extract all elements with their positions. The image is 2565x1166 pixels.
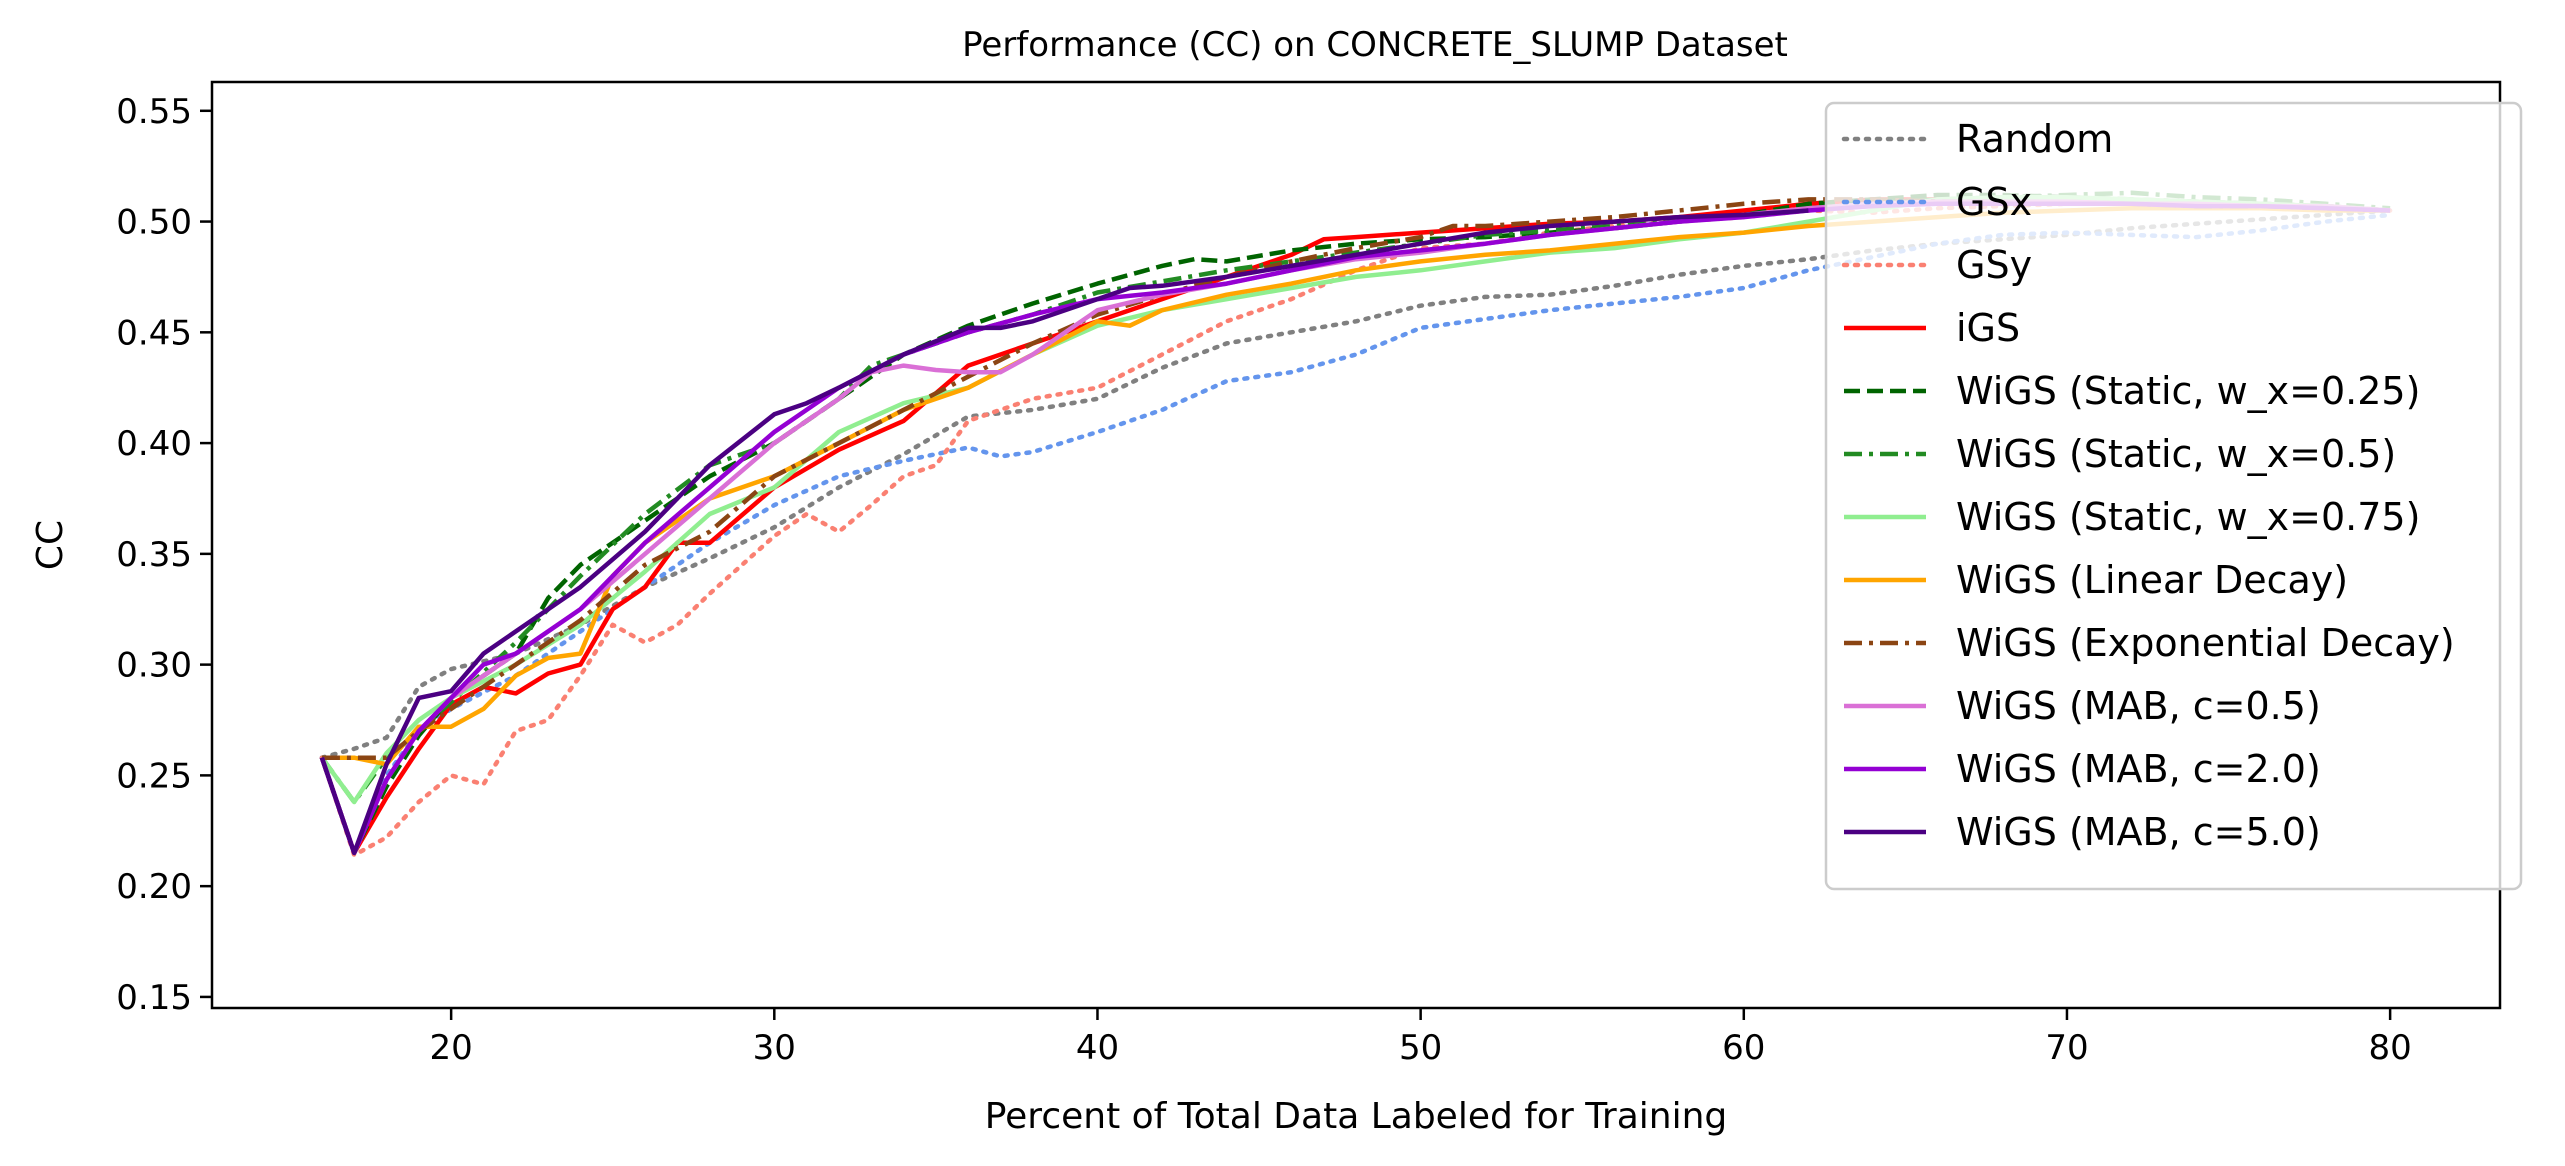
x-tick-label: 40: [1076, 1028, 1119, 1068]
x-tick-label: 80: [2368, 1028, 2411, 1068]
legend-label: WiGS (Static, w_x=0.25): [1956, 369, 2420, 413]
legend-label: WiGS (MAB, c=0.5): [1956, 684, 2321, 728]
y-tick-label: 0.40: [116, 424, 192, 464]
x-tick-label: 20: [430, 1028, 473, 1068]
x-axis: 20 30 40 50 60 70 80: [430, 1008, 2412, 1068]
y-axis-label: CC: [30, 520, 71, 570]
y-tick-label: 0.55: [116, 92, 192, 132]
y-tick-label: 0.15: [116, 978, 192, 1018]
legend-label: WiGS (Linear Decay): [1956, 558, 2348, 602]
legend-label: WiGS (Static, w_x=0.75): [1956, 495, 2420, 539]
legend-label: iGS: [1956, 306, 2020, 350]
legend-box: [1824, 101, 2523, 891]
legend-label: WiGS (MAB, c=5.0): [1956, 810, 2321, 854]
x-tick-label: 60: [1722, 1028, 1765, 1068]
x-tick-label: 50: [1399, 1028, 1442, 1068]
y-tick-label: 0.50: [116, 203, 192, 243]
legend-label: WiGS (Static, w_x=0.5): [1956, 432, 2396, 476]
legend-label: WiGS (MAB, c=2.0): [1956, 747, 2321, 791]
series-line-4: [319, 192, 2391, 856]
series-line-8: [321, 197, 2391, 760]
x-tick-label: 30: [753, 1028, 796, 1068]
legend-label: Random: [1956, 117, 2113, 161]
legend: Random GSx GSy iGS WiGS (Static, w_x=0.25) Wi…: [1824, 101, 2523, 891]
legend-label: GSy: [1956, 243, 2032, 287]
x-tick-label: 70: [2045, 1028, 2088, 1068]
series-line-11: [319, 208, 1809, 856]
y-axis: 0.15 0.20 0.25 0.30 0.35 0.40 0.45 0.50 0.55: [116, 92, 212, 1018]
y-tick-label: 0.20: [116, 867, 192, 907]
y-tick-label: 0.35: [116, 535, 192, 575]
y-tick-label: 0.45: [116, 313, 192, 353]
chart-title: Performance (CC) on CONCRETE_SLUMP Datas…: [962, 25, 1788, 65]
y-tick-label: 0.30: [116, 646, 192, 686]
legend-label: GSx: [1956, 180, 2032, 224]
y-tick-label: 0.25: [116, 756, 192, 796]
legend-label: WiGS (Exponential Decay): [1956, 621, 2455, 665]
x-axis-label: Percent of Total Data Labeled for Traini…: [985, 1096, 1728, 1137]
